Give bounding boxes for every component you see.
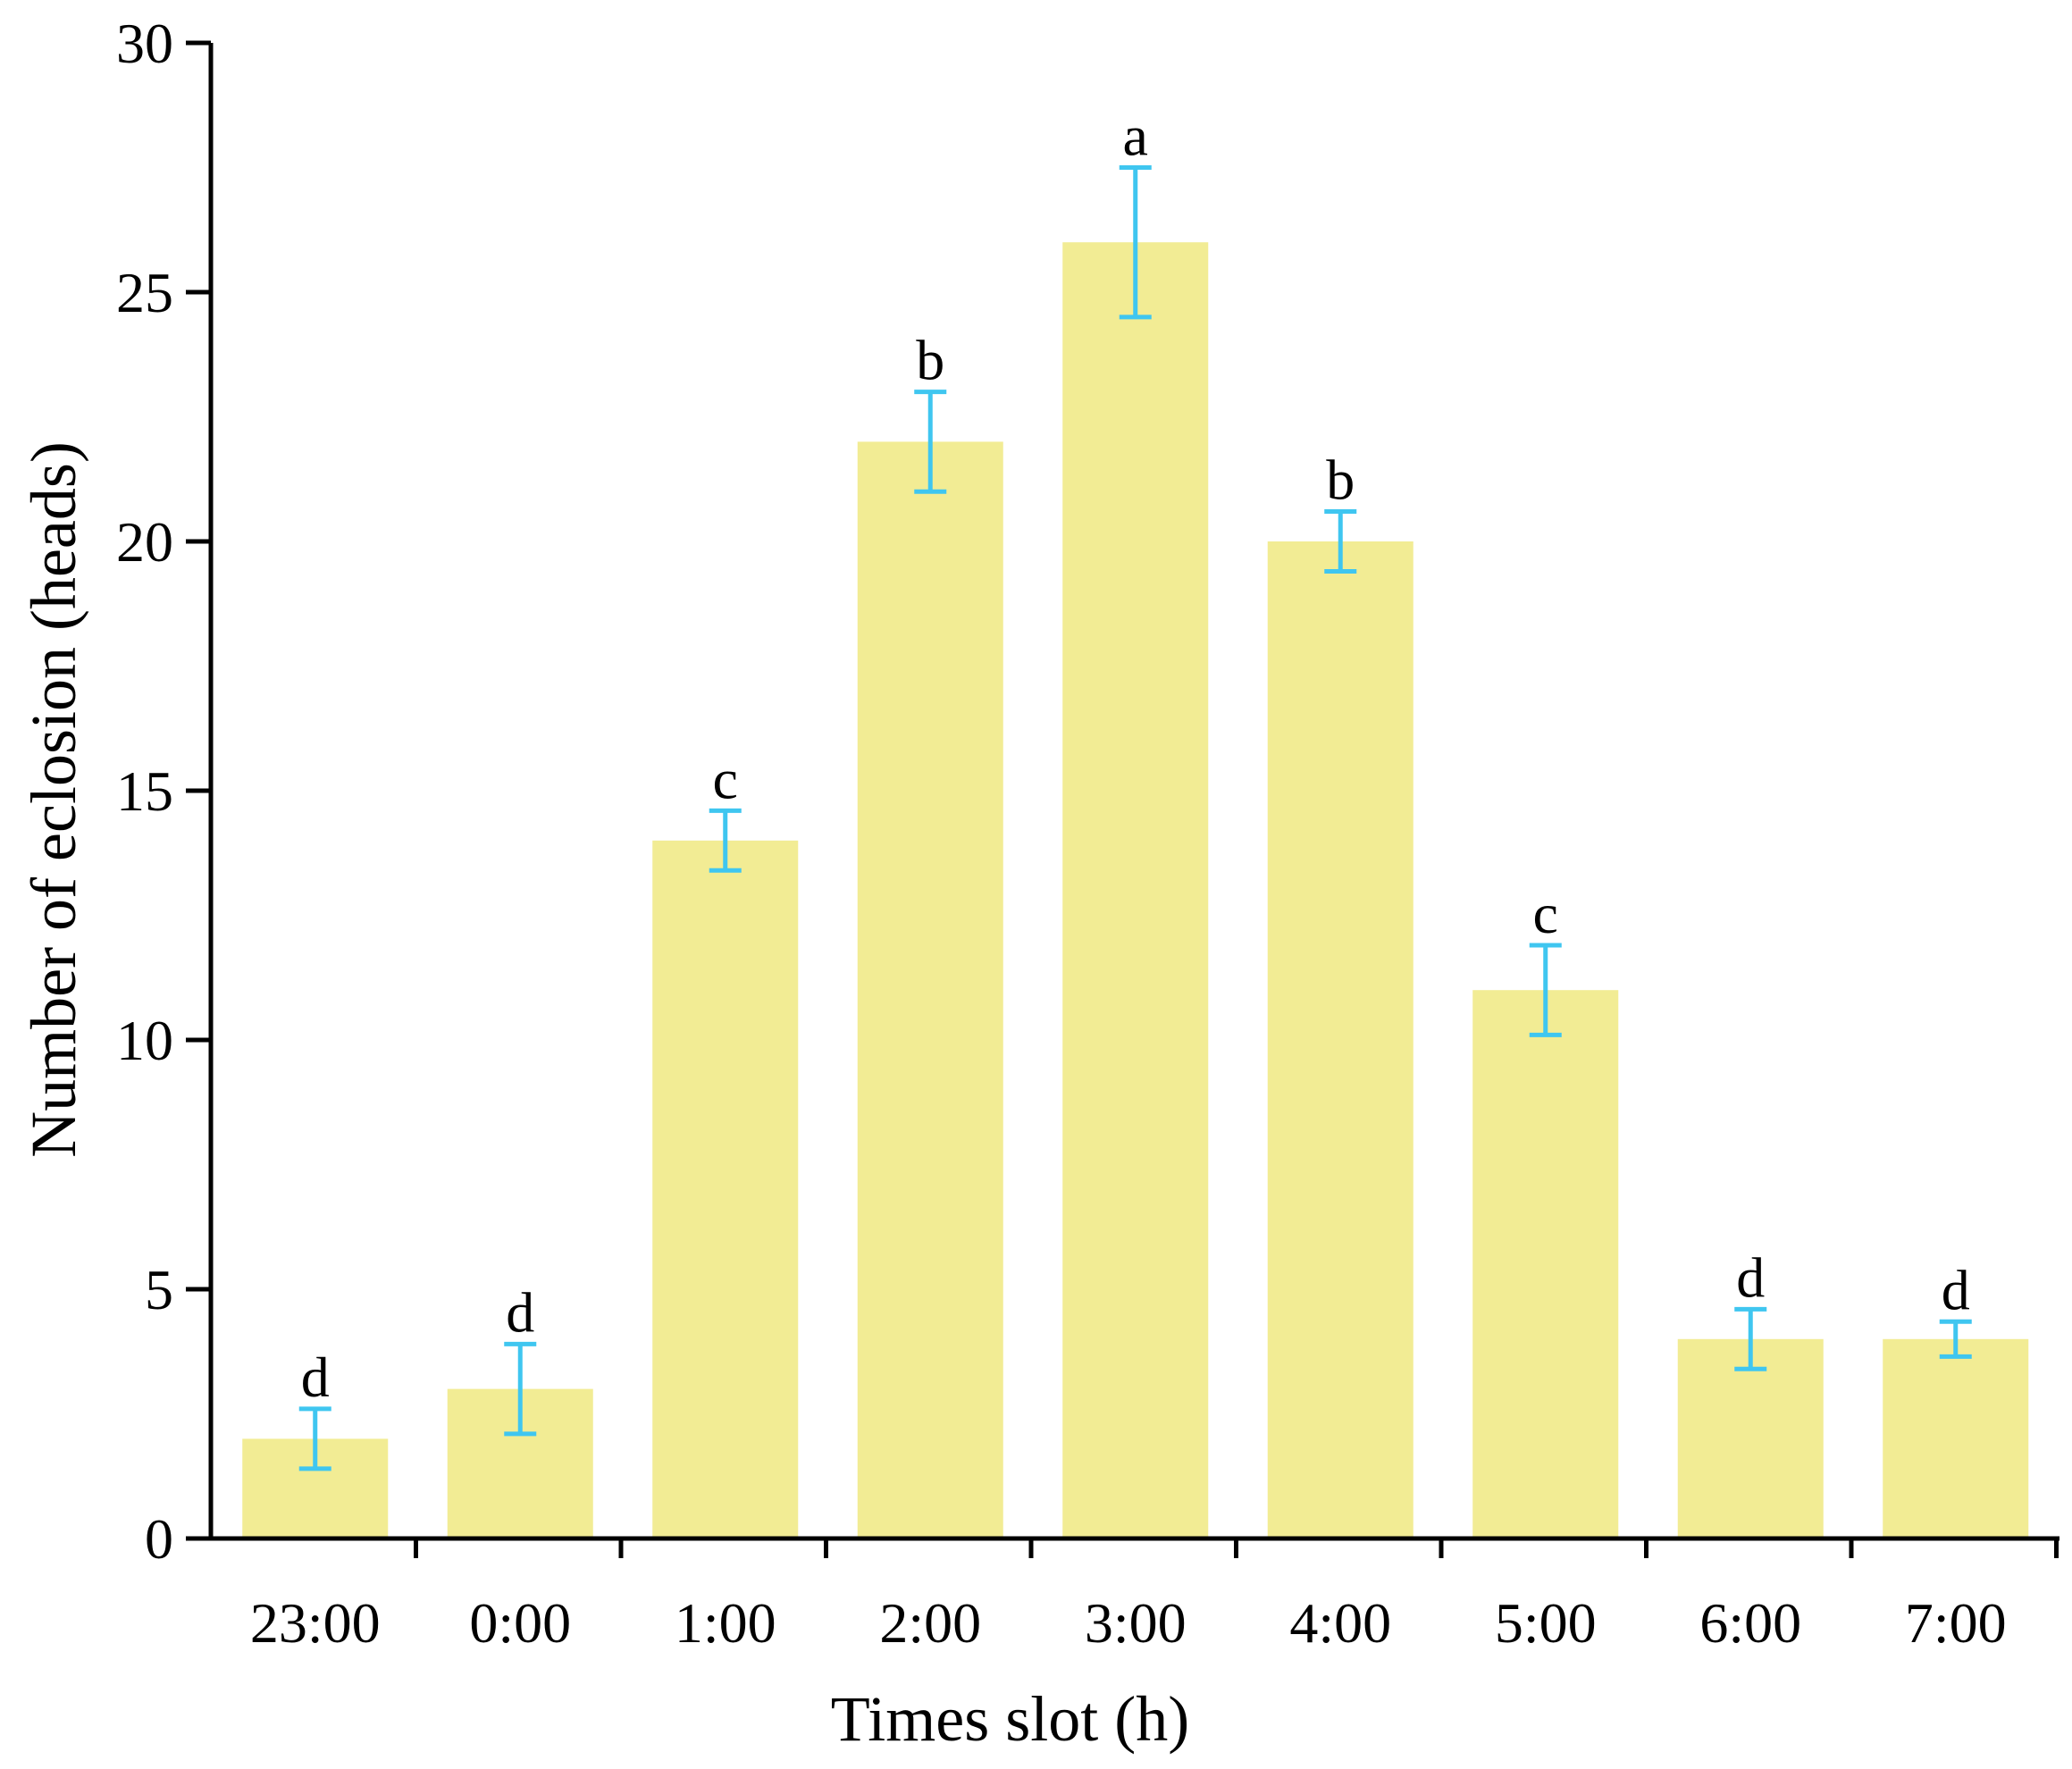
error-bar — [1119, 165, 1152, 320]
bar-4-00 — [1267, 541, 1413, 1538]
error-bar — [1324, 509, 1357, 574]
error-bar — [1529, 943, 1562, 1037]
x-tick-label: 6:00 — [1699, 1591, 1801, 1655]
significance-letter: d — [1736, 1245, 1765, 1309]
error-bar — [1734, 1306, 1767, 1371]
x-tick-label: 1:00 — [675, 1591, 776, 1655]
significance-letter: a — [1123, 105, 1148, 168]
x-tick-label: 4:00 — [1289, 1591, 1391, 1655]
significance-letter: b — [1326, 449, 1355, 512]
significance-letter: d — [506, 1280, 534, 1344]
significance-letter: b — [916, 329, 944, 392]
y-tick-label: 0 — [145, 1507, 173, 1571]
x-tick-label: 0:00 — [469, 1591, 571, 1655]
bars-layer — [242, 242, 2029, 1539]
x-tick-label: 5:00 — [1495, 1591, 1597, 1655]
y-tick-label: 10 — [116, 1009, 173, 1072]
significance-letter: c — [1533, 882, 1558, 945]
error-bar — [504, 1341, 537, 1437]
x-tick-label: 2:00 — [879, 1591, 981, 1655]
y-tick-label: 15 — [116, 759, 173, 823]
significance-letter: d — [1942, 1258, 1970, 1321]
x-tick-label: 7:00 — [1905, 1591, 2007, 1655]
significance-letter: c — [713, 747, 738, 810]
error-bar — [709, 808, 742, 873]
error-bar — [298, 1406, 331, 1471]
y-tick-label: 5 — [145, 1258, 173, 1321]
bar-2-00 — [857, 441, 1003, 1538]
y-ticks-layer: 0 5 10 15 20 25 30 — [116, 12, 211, 1571]
significance-letters-layer: d d c b a b c d d — [301, 105, 1970, 1409]
bar-3-00 — [1062, 242, 1209, 1539]
y-axis-title: Number of eclosion (heads) — [18, 441, 89, 1158]
y-tick-label: 30 — [116, 12, 173, 75]
significance-letter: d — [301, 1346, 330, 1409]
y-tick-label: 25 — [116, 261, 173, 324]
bar-5-00 — [1472, 990, 1619, 1538]
x-axis-title: Times slot (h) — [831, 1683, 1189, 1755]
bar-1-00 — [652, 840, 799, 1538]
error-bar — [1939, 1319, 1972, 1359]
x-ticks-layer: 23:00 0:00 1:00 2:00 3:00 4:00 5:00 6:00 7:00 — [250, 1538, 2059, 1655]
x-tick-label: 23:00 — [250, 1591, 381, 1655]
bar-7-00 — [1883, 1338, 2029, 1538]
bar-6-00 — [1677, 1338, 1824, 1538]
x-tick-label: 3:00 — [1085, 1591, 1187, 1655]
error-bars-layer — [298, 165, 1972, 1471]
error-bar — [914, 390, 947, 494]
y-tick-label: 20 — [116, 510, 173, 574]
